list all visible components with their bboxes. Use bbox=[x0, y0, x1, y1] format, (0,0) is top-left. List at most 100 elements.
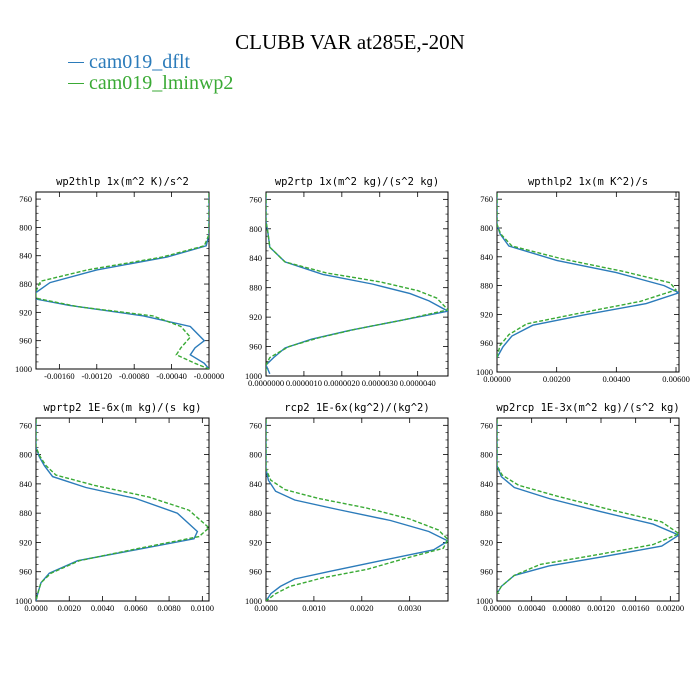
panel-5-xtick-label: 0.0030 bbox=[398, 603, 421, 613]
panel-2-xtick-label: 0.0000000 bbox=[248, 378, 284, 388]
panel-2-ytick-label: 800 bbox=[249, 224, 262, 234]
panel-5-series-dflt bbox=[266, 419, 448, 601]
panel-2-ytick-label: 840 bbox=[249, 253, 262, 263]
panel-6-ytick-label: 760 bbox=[480, 420, 493, 430]
panel-3-ytick-label: 840 bbox=[480, 252, 493, 262]
panel-3-series-lminwp2 bbox=[497, 193, 678, 358]
legend-line-swatch bbox=[68, 61, 84, 63]
panel-1-series-dflt bbox=[36, 193, 209, 369]
legend-entry-lminwp2: cam019_lminwp2 bbox=[68, 72, 233, 95]
panel-5-ytick-label: 840 bbox=[249, 479, 262, 489]
panel-6-frame bbox=[496, 417, 680, 602]
panel-3-ytick-label: 960 bbox=[480, 338, 493, 348]
panel-2-ytick-label: 880 bbox=[249, 283, 262, 293]
panel-6-ytick-label: 800 bbox=[480, 450, 493, 460]
panel-1-xtick-label: -0.00080 bbox=[119, 371, 149, 381]
panel-4-xtick-label: 0.0000 bbox=[24, 603, 47, 613]
panel-1-ytick-label: 1000 bbox=[15, 364, 32, 374]
panel-1-ytick-label: 920 bbox=[19, 307, 32, 317]
panel-2-xtick-label: 0.0000030 bbox=[362, 378, 398, 388]
panel-5-ytick-label: 880 bbox=[249, 508, 262, 518]
legend-line-swatch bbox=[68, 82, 84, 84]
panel-5-ytick-label: 800 bbox=[249, 450, 262, 460]
panel-3-xtick-label: 0.00400 bbox=[603, 374, 631, 384]
panel-3-title: wpthlp2 1x(m K^2)/s bbox=[528, 176, 648, 188]
panel-4-xtick-label: 0.0040 bbox=[91, 603, 114, 613]
panel-2-xtick-label: 0.0000040 bbox=[400, 378, 436, 388]
panel-6-ytick-label: 920 bbox=[480, 537, 493, 547]
panel-4-title: wprtp2 1E-6x(m kg)/(s kg) bbox=[43, 402, 201, 414]
legend-label: cam019_lminwp2 bbox=[89, 72, 234, 94]
panel-2-ytick-label: 960 bbox=[249, 342, 262, 352]
panel-6-xtick-label: 0.00000 bbox=[483, 603, 511, 613]
panel-3-ytick-label: 760 bbox=[480, 194, 493, 204]
panel-6-ytick-label: 960 bbox=[480, 567, 493, 577]
panel-5-xtick-label: 0.0020 bbox=[350, 603, 373, 613]
panel-3-frame bbox=[496, 191, 680, 373]
panel-3-series-dflt bbox=[497, 193, 679, 358]
panel-3-ytick-label: 800 bbox=[480, 223, 493, 233]
panel-3-xtick-label: 0.00200 bbox=[543, 374, 571, 384]
panel-3-xtick-label: 0.00000 bbox=[483, 374, 511, 384]
panel-5-ytick-label: 920 bbox=[249, 537, 262, 547]
panel-1-frame bbox=[35, 191, 210, 370]
legend-label: cam019_dflt bbox=[89, 51, 191, 73]
panel-1-ytick-label: 840 bbox=[19, 251, 32, 261]
panel-6-xtick-label: 0.00200 bbox=[657, 603, 685, 613]
panel-5-xtick-label: 0.0010 bbox=[302, 603, 325, 613]
panel-2-xtick-label: 0.0000020 bbox=[324, 378, 360, 388]
panel-4-ytick-label: 1000 bbox=[15, 596, 32, 606]
panel-1-xtick-label: -0.00120 bbox=[82, 371, 112, 381]
panel-5-series-lminwp2 bbox=[266, 419, 448, 601]
panel-1-ytick-label: 760 bbox=[19, 194, 32, 204]
panel-4-series-lminwp2 bbox=[36, 419, 209, 601]
panel-4-xtick-label: 0.0080 bbox=[157, 603, 180, 613]
panel-5-ytick-label: 1000 bbox=[245, 596, 262, 606]
panel-6-ytick-label: 880 bbox=[480, 508, 493, 518]
panel-6-series-lminwp2 bbox=[497, 419, 679, 595]
panel-3-ytick-label: 920 bbox=[480, 309, 493, 319]
panel-6-title: wp2rcp 1E-3x(m^2 kg)/(s^2 kg) bbox=[496, 402, 679, 414]
panel-4-frame bbox=[35, 417, 210, 602]
panel-2-frame bbox=[265, 191, 449, 377]
panel-5-ytick-label: 760 bbox=[249, 420, 262, 430]
panel-6-ytick-label: 1000 bbox=[476, 596, 493, 606]
panel-4-ytick-label: 920 bbox=[19, 537, 32, 547]
panel-4-series-dflt bbox=[36, 419, 199, 601]
panel-4-ytick-label: 760 bbox=[19, 420, 32, 430]
panel-1-ytick-label: 960 bbox=[19, 336, 32, 346]
panel-5-frame bbox=[265, 417, 449, 602]
panel-6-xtick-label: 0.00040 bbox=[518, 603, 546, 613]
panel-6-series-dflt bbox=[497, 419, 679, 595]
panel-2-ytick-label: 1000 bbox=[245, 371, 262, 381]
panel-1-xtick-label: -0.00160 bbox=[44, 371, 74, 381]
panel-5-title: rcp2 1E-6x(kg^2)/(kg^2) bbox=[284, 402, 429, 414]
panel-2-xtick-label: 0.0000010 bbox=[286, 378, 322, 388]
panel-1-xtick-label: -0.00000 bbox=[194, 371, 224, 381]
panel-2-series-lminwp2 bbox=[266, 193, 448, 374]
panel-4-ytick-label: 880 bbox=[19, 508, 32, 518]
panel-3-ytick-label: 880 bbox=[480, 281, 493, 291]
panel-5-xtick-label: 0.0000 bbox=[254, 603, 277, 613]
panel-1-ytick-label: 880 bbox=[19, 279, 32, 289]
panel-4-ytick-label: 800 bbox=[19, 450, 32, 460]
panel-6-xtick-label: 0.00160 bbox=[622, 603, 650, 613]
panel-4-xtick-label: 0.0100 bbox=[191, 603, 214, 613]
panel-4-ytick-label: 960 bbox=[19, 567, 32, 577]
panel-2-ytick-label: 760 bbox=[249, 194, 262, 204]
panel-4-xtick-label: 0.0060 bbox=[124, 603, 147, 613]
panel-4-xtick-label: 0.0020 bbox=[58, 603, 81, 613]
panel-2-title: wp2rtp 1x(m^2 kg)/(s^2 kg) bbox=[275, 176, 439, 188]
panel-1-title: wp2thlp 1x(m^2 K)/s^2 bbox=[56, 176, 189, 188]
figure-title: CLUBB VAR at285E,-20N bbox=[235, 30, 465, 54]
panel-5-ytick-label: 960 bbox=[249, 567, 262, 577]
panel-3-ytick-label: 1000 bbox=[476, 367, 493, 377]
panel-2-series-dflt bbox=[266, 193, 448, 375]
panel-1-xtick-label: -0.00040 bbox=[156, 371, 186, 381]
panel-6-xtick-label: 0.00080 bbox=[553, 603, 581, 613]
panel-2-ytick-label: 920 bbox=[249, 312, 262, 322]
panel-6-xtick-label: 0.00120 bbox=[587, 603, 615, 613]
legend-entry-dflt: cam019_dflt bbox=[68, 51, 190, 74]
panel-1-ytick-label: 800 bbox=[19, 222, 32, 232]
